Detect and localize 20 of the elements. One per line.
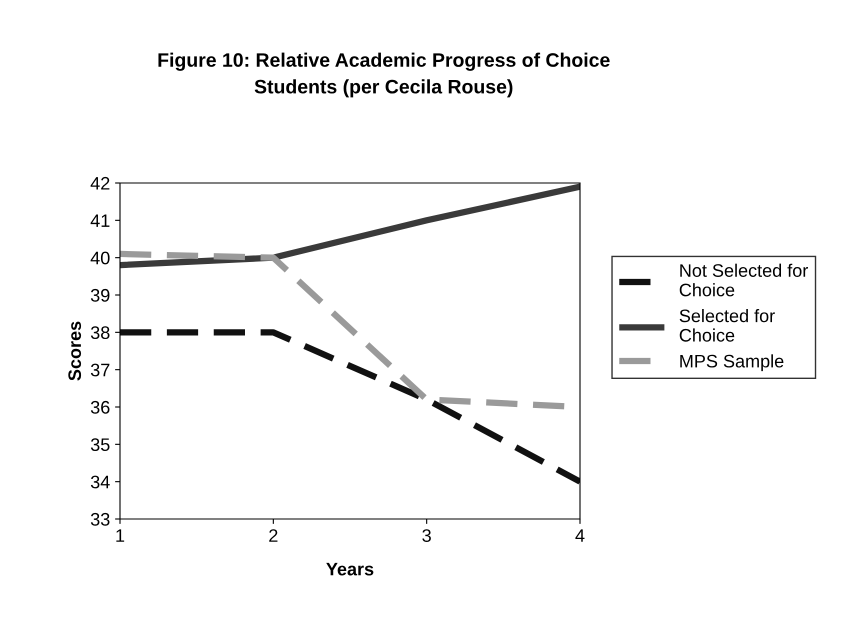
y-tick-label: 37 [90,364,110,376]
x-axis-title: Years [326,562,374,576]
y-tick-label: 34 [90,476,110,488]
y-tick-label: 42 [90,176,110,190]
legend-label: Not Selected for Choice [680,264,808,296]
chart-title: Figure 10: Relative Academic Progress of Choice Students (per Cecila Rouse) [158,52,610,98]
y-tick-label: 41 [90,214,110,227]
y-axis-title: Scores [68,322,82,381]
y-tick-label: 40 [90,252,110,264]
x-tick-label: 3 [422,529,431,542]
y-tick-label: 36 [90,400,110,414]
legend-label: Selected for Choice [680,308,775,342]
y-tick-label: 38 [90,326,110,340]
y-tick-label: 39 [90,288,110,302]
y-tick-label: 35 [90,438,110,452]
legend-label: MPS Sample [680,354,784,372]
x-tick-label: 2 [269,529,278,542]
x-tick-label: 1 [116,529,124,542]
x-tick-label: 4 [575,529,584,542]
y-tick-label: 33 [90,512,110,526]
